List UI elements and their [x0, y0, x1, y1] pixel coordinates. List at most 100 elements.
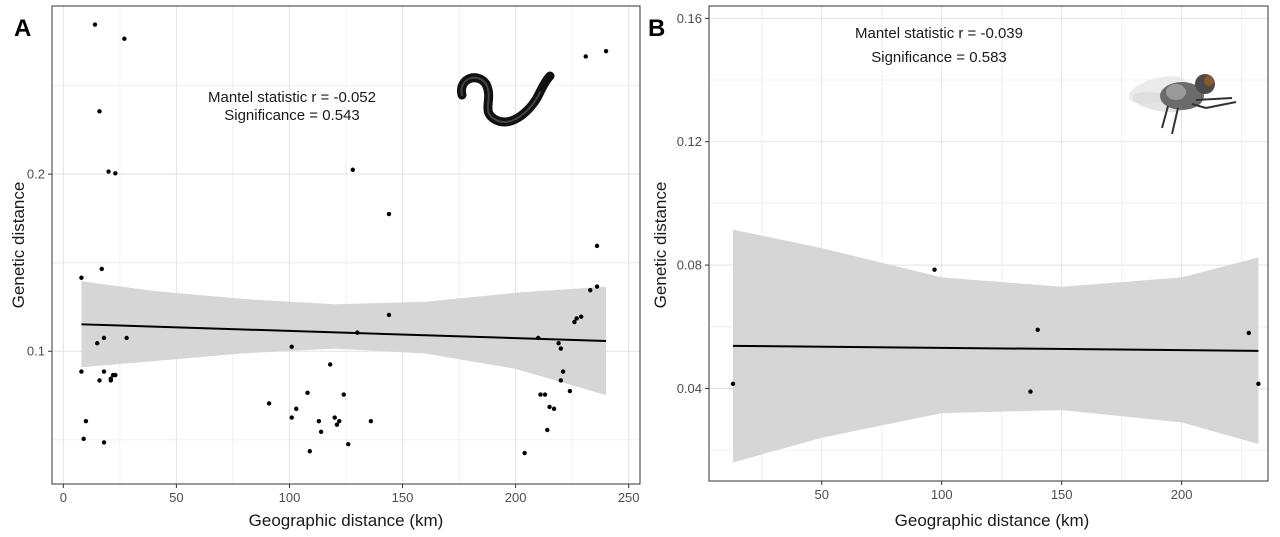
x-axis-title: Geographic distance (km)	[249, 511, 444, 530]
data-point	[334, 422, 340, 427]
data-point	[522, 450, 527, 456]
data-point	[1035, 327, 1040, 333]
data-points	[79, 22, 609, 456]
data-point	[81, 436, 86, 442]
data-point	[101, 335, 107, 341]
y-axis-ticks: 0.04 0.08 0.12 0.16	[677, 11, 709, 396]
significance: Significance = 0.543	[224, 107, 360, 124]
x-axis-ticks: 50 100 150 200	[815, 481, 1193, 502]
data-point	[346, 441, 351, 447]
data-point	[556, 341, 561, 346]
y-tick-label: 0.1	[27, 344, 45, 359]
x-tick-label: 0	[60, 490, 67, 505]
data-point	[318, 429, 324, 434]
data-point	[583, 54, 588, 59]
panel-label: A	[14, 15, 31, 42]
worm-icon	[457, 71, 555, 127]
data-point	[547, 404, 552, 410]
data-point	[113, 171, 118, 176]
data-point	[305, 390, 310, 396]
data-point	[574, 316, 579, 321]
data-point	[83, 418, 89, 424]
y-tick-label: 0.04	[677, 381, 702, 396]
data-point	[122, 36, 127, 41]
data-point	[551, 406, 557, 411]
data-point	[92, 22, 98, 27]
data-point	[266, 401, 272, 406]
data-point	[572, 319, 577, 325]
x-tick-label: 50	[169, 490, 183, 505]
data-point	[355, 330, 360, 335]
significance: Significance = 0.583	[871, 49, 1007, 66]
y-tick-label: 0.2	[27, 167, 45, 182]
trend-line	[81, 323, 607, 342]
data-point	[124, 335, 129, 341]
data-point	[730, 381, 736, 387]
fly-icon	[1128, 74, 1237, 135]
y-tick-label: 0.12	[677, 134, 702, 149]
data-point	[97, 378, 102, 383]
data-point	[1256, 381, 1261, 387]
data-point	[106, 169, 111, 174]
data-point	[113, 372, 118, 378]
confidence-band	[81, 281, 607, 396]
panel-label: B	[648, 15, 665, 42]
data-point	[294, 406, 299, 411]
y-tick-label: 0.08	[677, 258, 702, 273]
x-tick-label: 200	[505, 490, 527, 505]
data-point	[588, 287, 593, 293]
data-point	[386, 211, 392, 217]
data-point	[337, 418, 342, 424]
data-point	[1028, 389, 1033, 394]
grid	[52, 6, 640, 484]
data-point	[99, 266, 104, 272]
data-point	[307, 449, 313, 454]
x-axis-title: Geographic distance (km)	[895, 511, 1090, 530]
data-point	[545, 427, 550, 433]
confidence-band	[733, 229, 1259, 463]
panel-b: B 50 100 150 200 0.04 0.08 0.12 0.16 Geographi…	[648, 5, 1269, 530]
data-point	[79, 369, 84, 374]
data-point	[332, 415, 337, 420]
x-tick-label: 250	[618, 490, 640, 505]
data-point	[1246, 330, 1252, 336]
trend-line	[732, 344, 1259, 352]
data-point	[289, 415, 294, 420]
data-point	[101, 369, 107, 374]
mantel-statistic: Mantel statistic r = -0.052	[208, 89, 376, 106]
data-point	[97, 109, 102, 114]
x-axis-ticks: 0 50 100 150 200 250	[60, 484, 640, 505]
data-point	[932, 267, 937, 272]
data-point	[567, 388, 573, 394]
data-point	[536, 335, 541, 341]
data-point	[542, 392, 548, 397]
data-point	[95, 341, 100, 346]
data-point	[108, 378, 114, 383]
data-point	[579, 314, 584, 319]
x-tick-label: 100	[279, 490, 301, 505]
data-point	[341, 392, 346, 397]
plot-border	[51, 5, 641, 485]
x-tick-label: 100	[931, 487, 953, 502]
x-tick-label: 50	[815, 487, 829, 502]
data-point	[603, 48, 609, 54]
data-point	[558, 346, 564, 351]
data-point	[594, 284, 600, 289]
data-point	[558, 378, 564, 383]
mantel-statistic: Mantel statistic r = -0.039	[855, 25, 1023, 42]
data-point	[594, 243, 600, 249]
panel-a: A 0 50 100 150 200 250 0.1 0.2 Geographic dist…	[9, 5, 641, 530]
data-point	[350, 167, 355, 172]
data-point	[79, 275, 84, 280]
x-tick-label: 200	[1171, 487, 1193, 502]
y-axis-title: Genetic distance	[9, 182, 28, 309]
x-tick-label: 150	[1051, 487, 1073, 502]
data-point	[368, 418, 374, 424]
data-point	[327, 362, 333, 367]
data-point	[560, 369, 566, 374]
data-point	[101, 440, 107, 445]
x-tick-label: 150	[392, 490, 414, 505]
y-tick-label: 0.16	[677, 11, 702, 26]
data-point	[289, 344, 294, 349]
